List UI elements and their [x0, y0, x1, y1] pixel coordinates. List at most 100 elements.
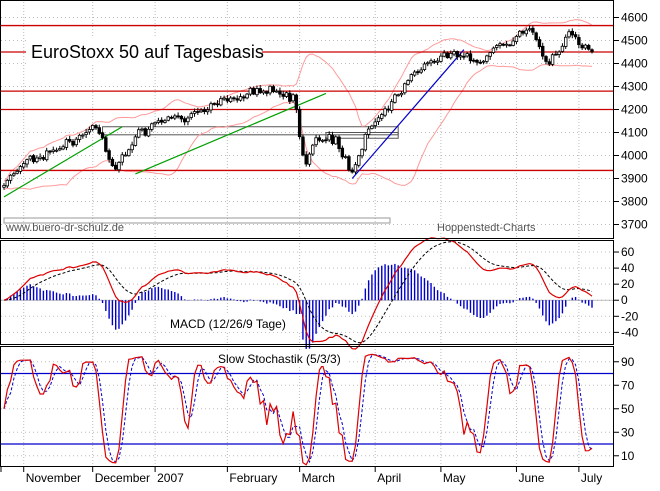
- candle-body: [393, 94, 397, 103]
- price-y-label: 3700: [621, 218, 648, 232]
- candle-body: [376, 117, 381, 122]
- candle-body: [251, 87, 256, 95]
- candle-body: [353, 164, 358, 173]
- candle-body: [504, 43, 509, 46]
- candle-body: [442, 52, 446, 57]
- candle-body: [143, 128, 147, 136]
- candle-body: [439, 55, 443, 62]
- x-month-label: 2007: [157, 471, 184, 485]
- candle-body: [478, 61, 483, 64]
- candle-body: [265, 91, 269, 94]
- candle-body: [347, 156, 351, 171]
- x-month-label: May: [443, 471, 466, 485]
- candle-body: [51, 149, 55, 152]
- candle-body: [297, 108, 302, 138]
- candle-body: [314, 137, 318, 146]
- candle-body: [48, 150, 52, 153]
- candle-body: [350, 169, 354, 173]
- candle-body: [196, 111, 200, 113]
- title-box: [26, 38, 262, 64]
- candle-body: [281, 93, 285, 97]
- candle-body: [573, 34, 578, 38]
- candle-body: [28, 155, 32, 160]
- candle-body: [209, 103, 213, 111]
- candle-body: [330, 134, 335, 144]
- candle-body: [242, 96, 246, 99]
- candle-body: [113, 164, 118, 170]
- candle-body: [554, 53, 558, 56]
- candle-body: [343, 156, 348, 159]
- candle-body: [518, 30, 522, 37]
- x-month-label: July: [581, 471, 602, 485]
- candle-body: [35, 157, 39, 163]
- candle-body: [547, 61, 551, 65]
- candle-body: [458, 55, 463, 58]
- candle-body: [100, 132, 105, 139]
- macd-title: MACD (12/26/9 Tage): [170, 317, 286, 331]
- candle-body: [468, 53, 473, 62]
- candle-body: [294, 94, 299, 110]
- macd-y-label: 40: [621, 261, 635, 275]
- candle-body: [465, 53, 469, 57]
- consolidation-zone: [325, 132, 399, 139]
- stochastic-title: Slow Stochastik (5/3/3): [218, 352, 341, 366]
- price-y-label: 4600: [621, 11, 648, 25]
- candle-body: [219, 98, 223, 106]
- candle-body: [22, 163, 26, 168]
- price-panel-bg: [0, 0, 614, 238]
- candle-body: [117, 161, 121, 171]
- candle-body: [524, 29, 529, 35]
- candle-body: [140, 128, 144, 131]
- candle-body: [38, 156, 42, 159]
- candle-body: [337, 136, 341, 149]
- candle-body: [550, 54, 555, 65]
- macd-y-label: 60: [621, 245, 635, 259]
- price-y-label: 3900: [621, 172, 648, 186]
- candle-body: [307, 153, 312, 165]
- candle-body: [84, 132, 88, 135]
- candle-body: [127, 149, 131, 157]
- price-y-label: 4300: [621, 80, 648, 94]
- candle-body: [311, 144, 315, 155]
- candle-body: [90, 124, 95, 130]
- candle-body: [261, 90, 266, 94]
- candle-body: [146, 128, 151, 137]
- candle-body: [104, 137, 108, 152]
- candle-body: [357, 155, 361, 166]
- candle-body: [54, 149, 59, 152]
- candle-body: [107, 150, 111, 160]
- macd-panel-frame: [0, 240, 614, 345]
- x-month-label: June: [518, 471, 544, 485]
- candle-body: [403, 83, 407, 94]
- candle-body: [304, 154, 308, 165]
- candle-body: [334, 136, 338, 145]
- candle-body: [248, 87, 253, 95]
- candle-body: [176, 115, 180, 118]
- candle-body: [429, 60, 433, 64]
- candle-body: [278, 90, 282, 95]
- candle-body: [61, 146, 65, 150]
- candle-body: [567, 31, 571, 38]
- x-month-label: March: [302, 471, 335, 485]
- candle-body: [541, 45, 545, 57]
- candle-body: [222, 97, 226, 100]
- candle-body: [25, 159, 29, 165]
- candle-body: [189, 113, 193, 118]
- candle-body: [153, 121, 157, 125]
- stochastic-y-label: 50: [621, 402, 635, 416]
- candle-body: [560, 45, 565, 52]
- price-y-label: 4500: [621, 34, 648, 48]
- macd-y-label: 0: [621, 293, 628, 307]
- candle-body: [527, 28, 532, 31]
- candle-body: [271, 86, 276, 92]
- macd-y-label: 20: [621, 277, 635, 291]
- candle-body: [537, 39, 542, 48]
- candle-body: [87, 129, 92, 133]
- candle-body: [77, 134, 82, 140]
- consolidation-zones: [102, 126, 399, 139]
- candle-body: [491, 47, 496, 53]
- candle-body: [58, 148, 62, 151]
- candle-body: [399, 93, 404, 96]
- candle-body: [508, 44, 512, 47]
